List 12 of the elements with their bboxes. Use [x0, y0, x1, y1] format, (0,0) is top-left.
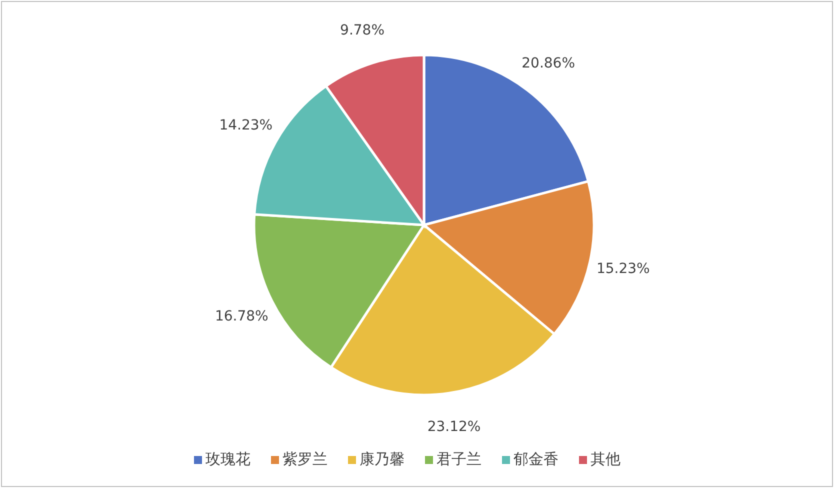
- legend-label: 郁金香: [514, 450, 558, 468]
- legend-label: 其他: [590, 450, 620, 468]
- data-label: 16.78%: [214, 308, 268, 324]
- data-label: 14.23%: [219, 118, 273, 134]
- data-label: 9.78%: [340, 22, 385, 39]
- legend-label: 玫瑰花: [206, 450, 250, 468]
- legend-label: 紫罗兰: [282, 450, 328, 468]
- data-label: 15.23%: [596, 261, 650, 278]
- legend-label: 君子兰: [436, 450, 482, 468]
- legend-label: 康乃馨: [360, 450, 404, 468]
- data-label: 23.12%: [427, 418, 481, 435]
- data-label: 20.86%: [522, 55, 576, 72]
